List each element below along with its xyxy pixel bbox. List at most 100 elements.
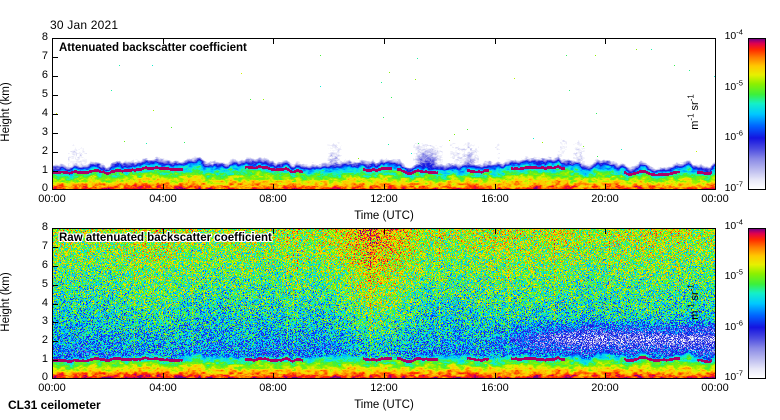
y-tick-label: 6 xyxy=(41,69,48,81)
x-tick xyxy=(715,228,716,234)
y-tick-label: 1 xyxy=(41,353,48,365)
x-tick xyxy=(495,38,496,44)
x-tick xyxy=(273,373,274,379)
colorbar-tick-label: 10-4 xyxy=(724,27,743,42)
x-tick xyxy=(715,38,716,44)
y-tick xyxy=(52,38,58,39)
y-tick xyxy=(52,266,58,267)
x-axis-label: Time (UTC) xyxy=(354,210,414,222)
colorbar-tick-label: 10-7 xyxy=(724,368,743,383)
y-tick xyxy=(52,360,58,361)
y-tick-label: 7 xyxy=(41,240,48,252)
x-tick xyxy=(273,184,274,190)
x-tick xyxy=(163,184,164,190)
x-tick-label: 00:00 xyxy=(38,382,66,394)
panel-raw-heatmap xyxy=(53,229,715,378)
y-tick-label: 6 xyxy=(41,259,48,271)
x-tick xyxy=(384,373,385,379)
x-tick xyxy=(605,228,606,234)
x-tick xyxy=(163,373,164,379)
colorbar-attenuated xyxy=(748,38,766,190)
colorbar-gradient xyxy=(749,229,765,378)
y-tick xyxy=(52,189,58,190)
y-tick-label: 4 xyxy=(41,107,48,119)
y-tick-label: 8 xyxy=(41,221,48,233)
x-tick xyxy=(495,373,496,379)
y-tick-label: 5 xyxy=(41,278,48,290)
colorbar-tick-label: 10-7 xyxy=(724,179,743,194)
y-tick xyxy=(52,228,58,229)
x-tick xyxy=(495,228,496,234)
y-tick-label: 0 xyxy=(41,371,48,383)
x-tick xyxy=(384,38,385,44)
panel-attenuated-heatmap xyxy=(53,39,715,189)
y-tick-label: 0 xyxy=(41,182,48,194)
y-tick xyxy=(52,133,58,134)
x-tick-label: 12:00 xyxy=(370,382,398,394)
y-tick xyxy=(52,378,58,379)
y-tick xyxy=(52,76,58,77)
y-tick-label: 1 xyxy=(41,164,48,176)
y-tick xyxy=(52,322,58,323)
x-tick xyxy=(163,38,164,44)
y-tick xyxy=(52,247,58,248)
colorbar-gradient xyxy=(749,39,765,189)
x-tick xyxy=(52,184,53,190)
colorbar-tick-label: 10-6 xyxy=(724,318,743,333)
x-tick xyxy=(163,228,164,234)
y-tick-label: 2 xyxy=(41,145,48,157)
y-tick xyxy=(52,341,58,342)
y-axis-label: Height (km) xyxy=(0,82,12,142)
y-tick xyxy=(52,171,58,172)
x-tick-label: 20:00 xyxy=(591,193,619,205)
y-tick-label: 5 xyxy=(41,88,48,100)
x-tick xyxy=(273,38,274,44)
y-tick xyxy=(52,114,58,115)
x-tick-label: 00:00 xyxy=(38,193,66,205)
x-tick xyxy=(384,184,385,190)
x-tick-label: 00:00 xyxy=(701,382,729,394)
colorbar-raw xyxy=(748,228,766,379)
x-tick-label: 08:00 xyxy=(259,382,287,394)
x-tick xyxy=(605,373,606,379)
x-axis-label: Time (UTC) xyxy=(354,399,414,411)
y-tick xyxy=(52,152,58,153)
colorbar-tick-label: 10-5 xyxy=(724,267,743,283)
colorbar-tick-label: 10-4 xyxy=(724,217,743,232)
x-tick xyxy=(52,373,53,379)
x-tick-label: 16:00 xyxy=(481,382,509,394)
x-tick xyxy=(52,38,53,44)
x-tick-label: 04:00 xyxy=(149,193,177,205)
x-tick xyxy=(605,38,606,44)
y-tick xyxy=(52,285,58,286)
date-stamp: 30 Jan 2021 xyxy=(50,18,119,32)
colorbar-tick-label: 10-6 xyxy=(724,128,743,144)
x-tick xyxy=(384,228,385,234)
instrument-label: CL31 ceilometer xyxy=(8,398,101,412)
y-tick xyxy=(52,304,58,305)
panel-raw-backscatter: Raw attenuated backscatter coefficient xyxy=(52,228,716,379)
x-tick xyxy=(715,373,716,379)
x-tick-label: 00:00 xyxy=(701,193,729,205)
y-tick xyxy=(52,95,58,96)
colorbar-unit-label: m-1 sr-1 xyxy=(686,94,701,130)
x-tick-label: 08:00 xyxy=(259,193,287,205)
x-tick-label: 20:00 xyxy=(591,382,619,394)
y-tick-label: 3 xyxy=(41,126,48,138)
colorbar-tick-label: 10-5 xyxy=(724,78,743,93)
x-tick xyxy=(273,228,274,234)
y-tick-label: 2 xyxy=(41,334,48,346)
x-tick-label: 12:00 xyxy=(370,193,398,205)
x-tick xyxy=(52,228,53,234)
x-tick xyxy=(715,184,716,190)
x-tick-label: 16:00 xyxy=(481,193,509,205)
colorbar-unit-label: m-1 sr-1 xyxy=(686,283,701,320)
x-tick xyxy=(495,184,496,190)
panel-attenuated-backscatter: Attenuated backscatter coefficient xyxy=(52,38,716,190)
y-tick-label: 4 xyxy=(41,297,48,309)
y-tick-label: 7 xyxy=(41,50,48,62)
y-tick-label: 3 xyxy=(41,315,48,327)
y-axis-label: Height (km) xyxy=(0,271,12,332)
x-tick-label: 04:00 xyxy=(149,382,177,394)
